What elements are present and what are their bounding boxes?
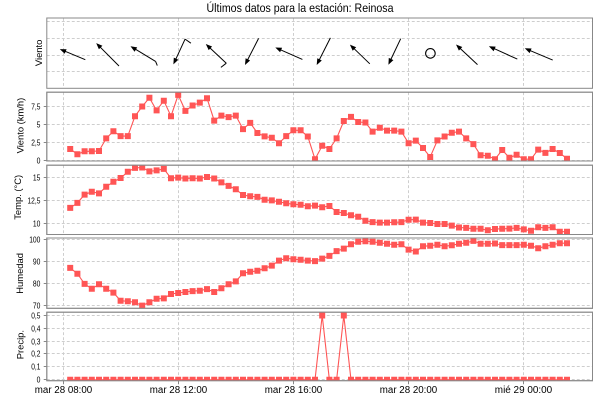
svg-text:mar 28 08:00: mar 28 08:00 [35,385,93,396]
svg-text:0,4: 0,4 [31,324,40,334]
svg-text:70: 70 [33,301,41,311]
svg-text:0,5: 0,5 [31,311,40,321]
svg-text:Humedad: Humedad [14,253,25,294]
svg-text:90: 90 [33,257,41,267]
svg-text:Temp. (°C): Temp. (°C) [12,175,23,220]
svg-text:0,2: 0,2 [31,349,40,359]
svg-text:80: 80 [33,279,41,289]
svg-text:Viento (km/h): Viento (km/h) [14,98,25,154]
svg-text:mar 28 12:00: mar 28 12:00 [150,385,208,396]
svg-text:15: 15 [33,173,41,183]
svg-text:0: 0 [37,375,41,385]
svg-text:mar 28 16:00: mar 28 16:00 [265,385,323,396]
svg-text:5: 5 [37,120,41,130]
svg-text:0,3: 0,3 [31,337,40,347]
svg-text:100: 100 [29,235,40,245]
svg-text:7,5: 7,5 [31,102,40,112]
svg-text:Últimos datos para la estación: Últimos datos para la estación: Reinosa [207,0,394,15]
svg-text:2,5: 2,5 [31,138,40,148]
svg-text:12,5: 12,5 [28,196,41,206]
svg-text:Viento: Viento [33,40,44,66]
svg-text:0,1: 0,1 [31,362,40,372]
svg-text:mié 29 00:00: mié 29 00:00 [495,385,553,396]
svg-text:10: 10 [33,219,41,229]
svg-text:0: 0 [37,156,41,166]
svg-text:Precip.: Precip. [15,330,26,359]
svg-text:mar 28 20:00: mar 28 20:00 [380,385,438,396]
